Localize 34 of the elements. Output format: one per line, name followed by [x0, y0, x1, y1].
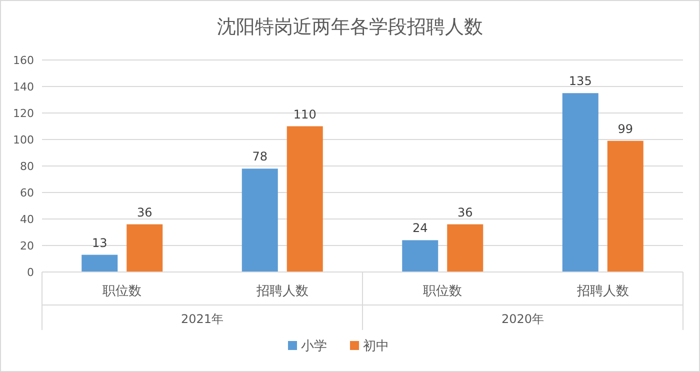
y-tick-label: 140 — [13, 80, 34, 94]
bar — [402, 240, 438, 272]
data-label: 110 — [293, 107, 316, 122]
data-label: 99 — [618, 122, 634, 136]
x-tick-label: 职位数 — [423, 284, 462, 299]
text: 2021年 — [180, 312, 224, 326]
bar — [82, 254, 118, 272]
y-tick-label: 120 — [13, 107, 34, 120]
y-tick-label: 40 — [20, 213, 34, 226]
y-tick-label: 60 — [20, 186, 34, 200]
bar — [286, 126, 323, 272]
chart-title: 沈阳特岗近两年各学段招聘人数 — [217, 16, 483, 38]
y-tick-label: 80 — [20, 160, 34, 173]
bar — [447, 224, 484, 272]
data-label: 135 — [568, 74, 592, 88]
data-label: 36 — [136, 205, 152, 220]
data-label: 13 — [92, 236, 108, 250]
text: 2020年 — [501, 312, 544, 326]
x-tick-label: 职位数 — [102, 284, 142, 299]
y-tick-label: 160 — [13, 54, 34, 67]
data-label: 36 — [457, 205, 473, 220]
data-label: 78 — [252, 150, 268, 164]
bar — [562, 93, 598, 272]
bar — [242, 168, 278, 272]
data-label: 24 — [412, 221, 428, 236]
legend-label: 小学 — [301, 339, 327, 354]
bar — [126, 224, 163, 272]
y-tick-label: 100 — [13, 134, 34, 146]
x-tick-label: 招聘人数 — [255, 284, 308, 299]
x-tick-label: 招聘人数 — [576, 284, 629, 299]
bar — [607, 140, 644, 272]
y-tick-label: 20 — [20, 240, 34, 252]
legend-label: 初中 — [363, 339, 389, 354]
y-tick-label: 0 — [27, 266, 34, 279]
